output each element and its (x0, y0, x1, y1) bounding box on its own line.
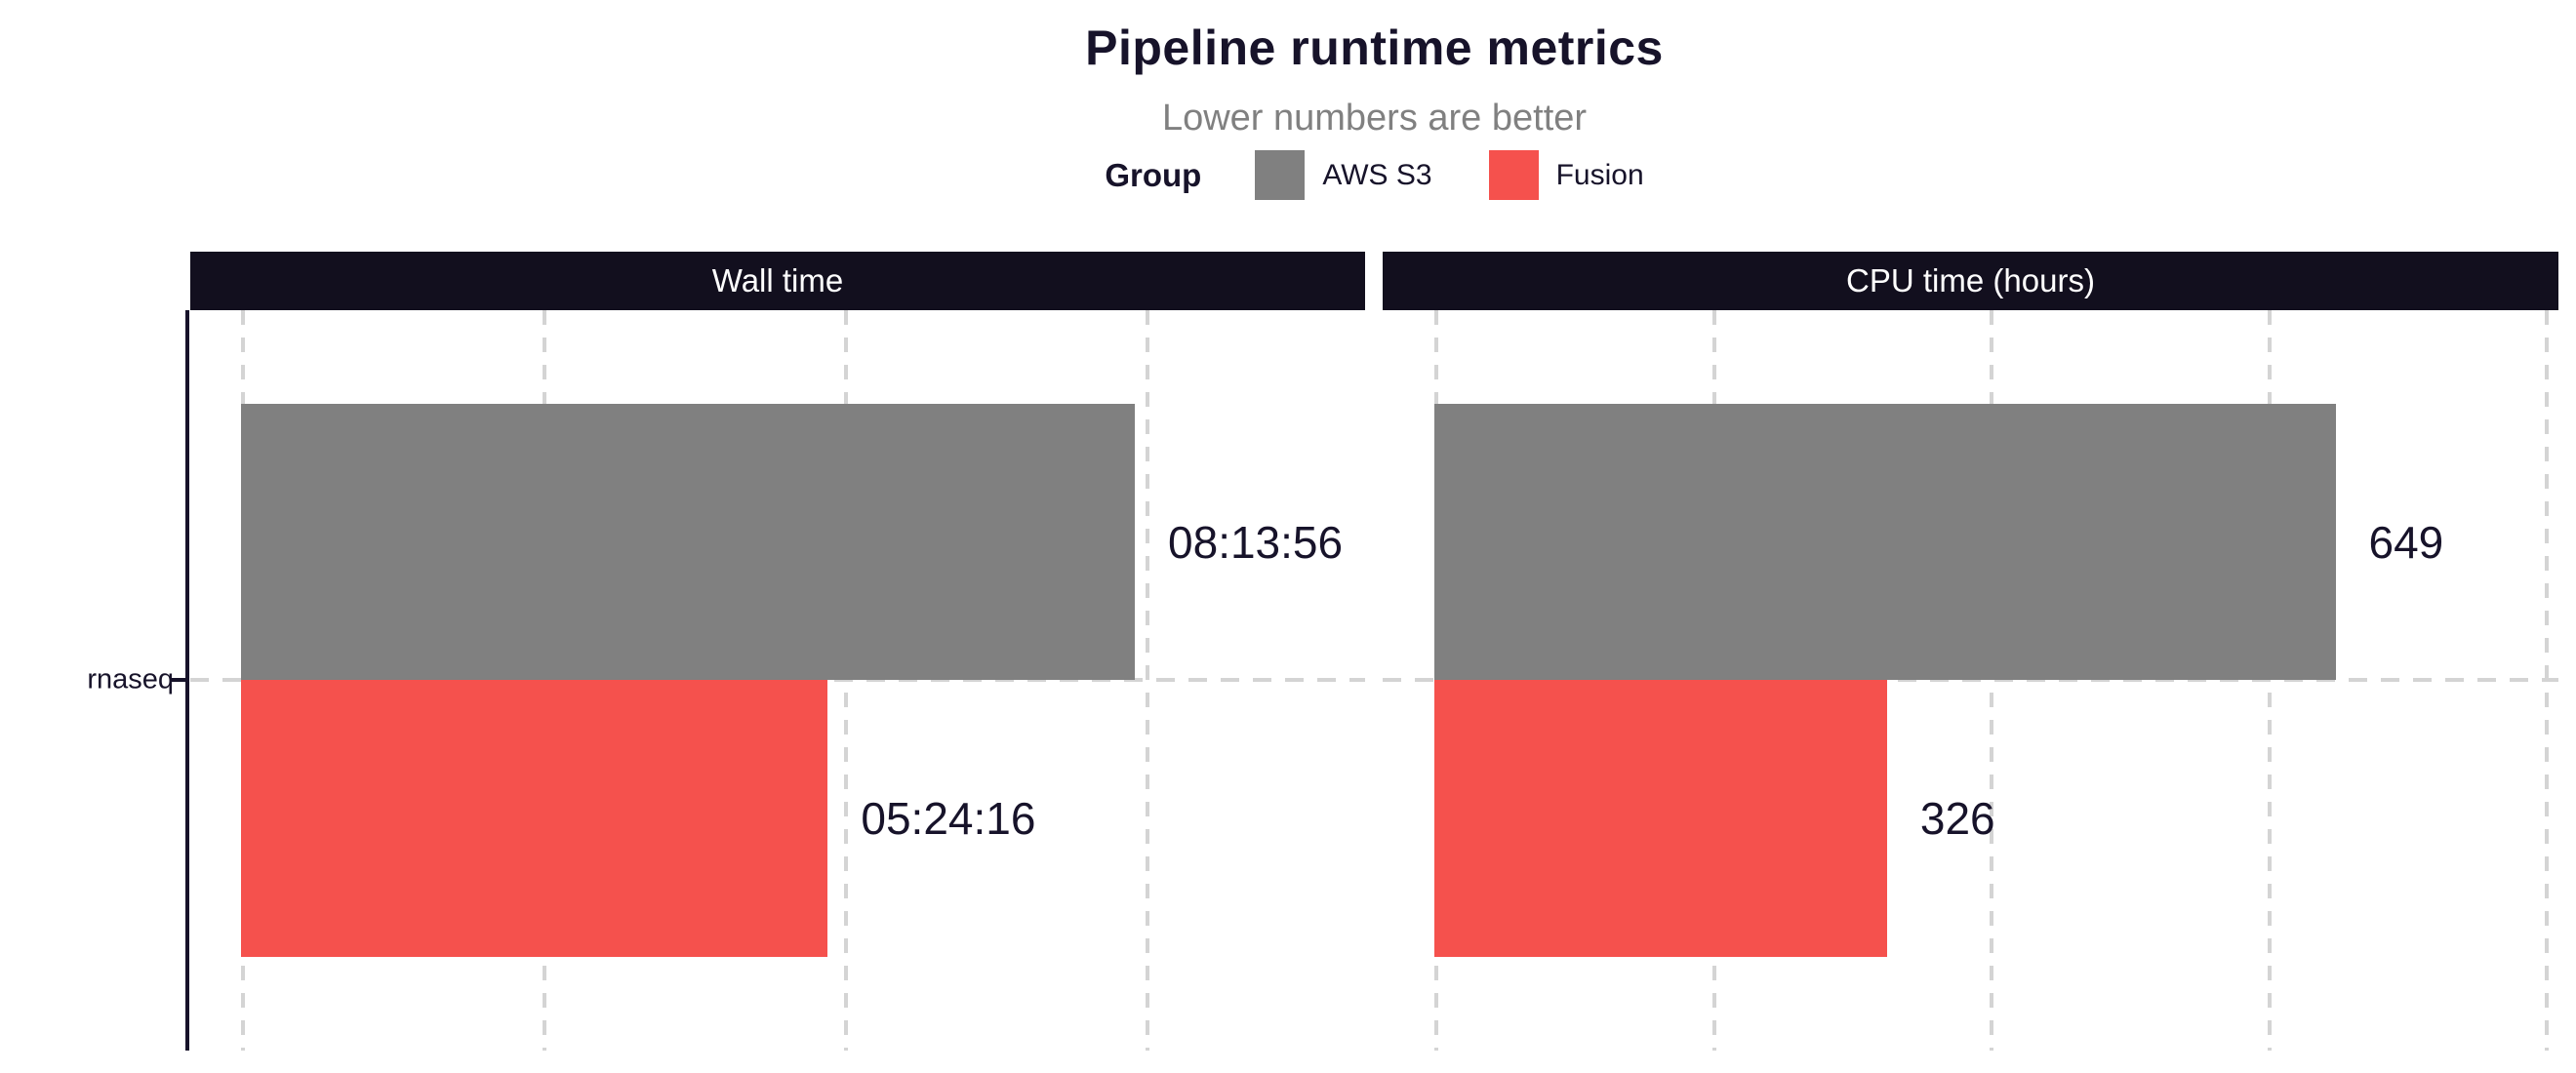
plot-panel-wall-time: 08:13:56 05:24:16 (190, 310, 1365, 1051)
facet-cpu-time: CPU time (hours) 649 326 (1383, 252, 2558, 1051)
legend-title: Group (1105, 156, 1202, 193)
legend-swatch-aws-s3 (1255, 150, 1306, 200)
legend-item-aws-s3: AWS S3 (1255, 150, 1432, 200)
facet-strip-wall-time: Wall time (190, 252, 1365, 310)
bar-cpu-time-aws-s3 (1434, 404, 2336, 680)
legend: Group AWS S3 Fusion (190, 150, 2558, 200)
bar-cpu-time-fusion (1434, 680, 1887, 957)
plot-panel-cpu-time: 649 326 (1383, 310, 2558, 1051)
y-gridline (1383, 678, 2558, 682)
legend-label-aws-s3: AWS S3 (1322, 158, 1432, 191)
bar-value-label-cpu-time-fusion: 326 (1919, 793, 1995, 844)
bar-value-label-cpu-time-aws-s3: 649 (2368, 517, 2444, 568)
facet-wall-time: Wall time 08:13:56 05:24:16 (190, 252, 1365, 1051)
y-axis-tick (171, 678, 186, 682)
legend-label-fusion: Fusion (1555, 158, 1644, 191)
y-axis-tick-label-rnaseq: rnaseq (87, 663, 174, 695)
facet-strip-cpu-time: CPU time (hours) (1383, 252, 2558, 310)
legend-swatch-fusion (1488, 150, 1539, 200)
bar-value-label-wall-time-aws-s3: 08:13:56 (1168, 517, 1344, 568)
y-axis-line (185, 310, 189, 1051)
legend-item-fusion: Fusion (1488, 150, 1644, 200)
chart-subtitle: Lower numbers are better (1161, 98, 1588, 139)
bar-value-label-wall-time-fusion: 05:24:16 (861, 793, 1036, 844)
bar-wall-time-fusion (241, 680, 828, 957)
bar-wall-time-aws-s3 (241, 404, 1136, 680)
chart-title: Pipeline runtime metrics (1085, 20, 1664, 75)
